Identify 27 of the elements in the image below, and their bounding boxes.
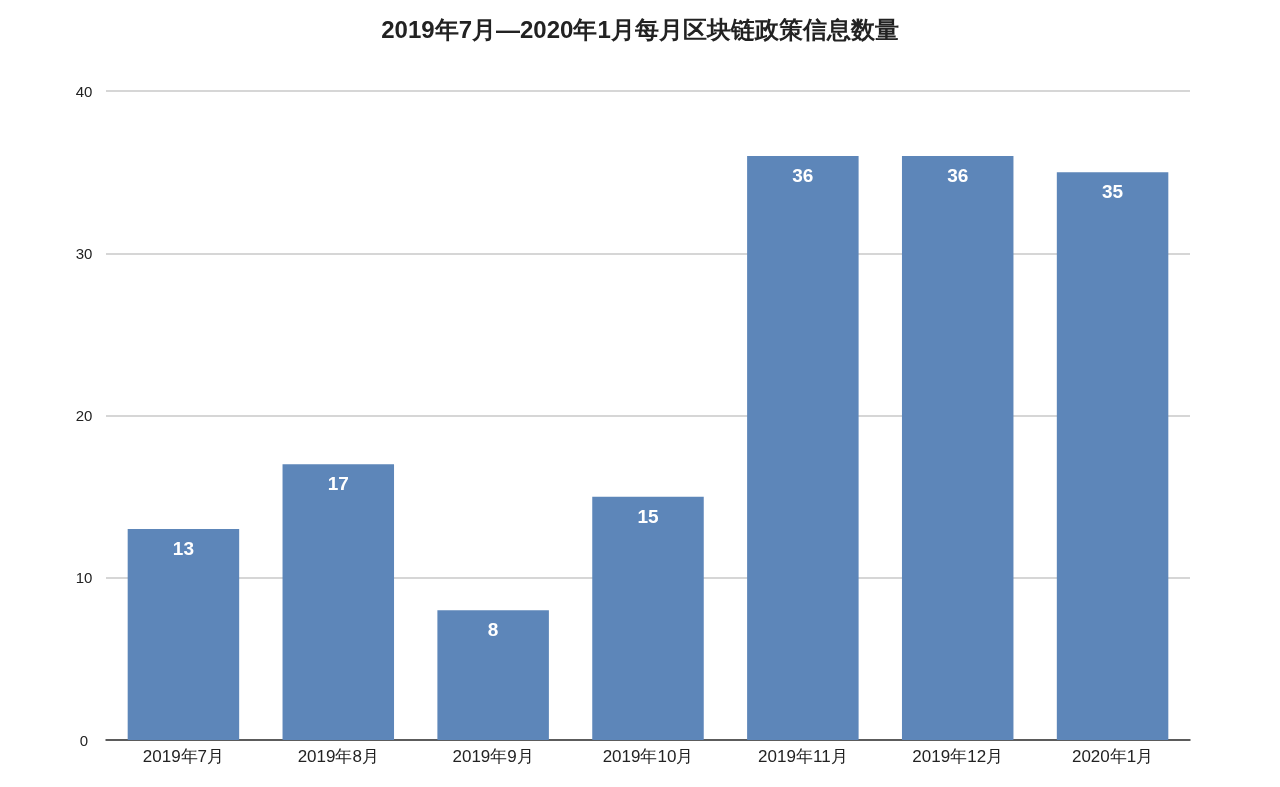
x-tick-label: 2020年1月	[1071, 747, 1154, 766]
data-label: 36	[792, 164, 814, 186]
y-tick-label: 0	[79, 731, 89, 749]
data-label: 8	[487, 619, 499, 641]
y-tick-label: 40	[75, 82, 93, 100]
x-tick-label: 2019年12月	[912, 747, 1004, 766]
data-label: 17	[327, 473, 349, 495]
bar	[592, 496, 704, 740]
bar	[437, 610, 549, 740]
bar	[1056, 172, 1169, 740]
data-label: 36	[947, 164, 969, 186]
x-tick-label: 2019年10月	[602, 747, 694, 766]
chart-title: 2019年7月—2020年1月每月区块链政策信息数量	[381, 15, 899, 43]
data-label: 35	[1102, 181, 1124, 203]
y-tick-label: 20	[75, 407, 93, 424]
x-tick-label: 2019年11月	[758, 747, 848, 766]
x-tick-label: 2019年9月	[452, 747, 534, 766]
bar	[901, 155, 1014, 740]
y-tick-label: 10	[75, 569, 93, 587]
y-tick-label: 30	[75, 244, 93, 262]
data-label: 15	[637, 505, 659, 527]
bar	[282, 464, 395, 740]
x-tick-label: 2019年7月	[142, 747, 225, 766]
bar	[747, 155, 859, 740]
data-label: 13	[172, 538, 194, 560]
x-tick-label: 2019年8月	[297, 747, 379, 766]
bar	[127, 529, 240, 740]
